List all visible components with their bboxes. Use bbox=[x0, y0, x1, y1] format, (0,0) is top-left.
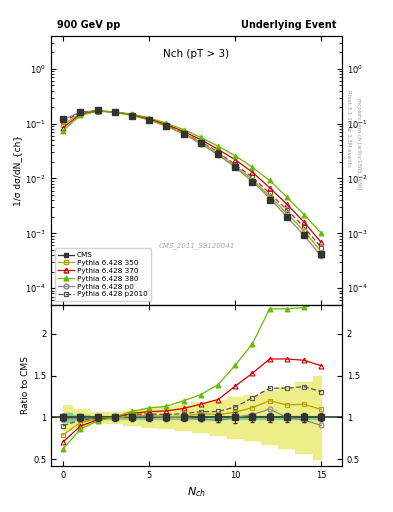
Text: CMS_2011_S9120041: CMS_2011_S9120041 bbox=[158, 242, 235, 249]
Text: mcplots.cern.ch [arXiv:1306.3436]: mcplots.cern.ch [arXiv:1306.3436] bbox=[356, 98, 361, 189]
Text: 900 GeV pp: 900 GeV pp bbox=[57, 20, 120, 30]
Legend: CMS, Pythia 6.428 350, Pythia 6.428 370, Pythia 6.428 380, Pythia 6.428 p0, Pyth: CMS, Pythia 6.428 350, Pythia 6.428 370,… bbox=[55, 248, 151, 301]
X-axis label: $N_{ch}$: $N_{ch}$ bbox=[187, 485, 206, 499]
Text: Underlying Event: Underlying Event bbox=[241, 20, 336, 30]
Y-axis label: Ratio to CMS: Ratio to CMS bbox=[21, 356, 30, 414]
Text: Rivet 3.1.10, ≥ 3.3M events: Rivet 3.1.10, ≥ 3.3M events bbox=[347, 90, 352, 166]
Text: Nch (pT > 3): Nch (pT > 3) bbox=[163, 49, 230, 59]
Y-axis label: 1/σ dσ/dN_{ch}: 1/σ dσ/dN_{ch} bbox=[13, 135, 22, 206]
